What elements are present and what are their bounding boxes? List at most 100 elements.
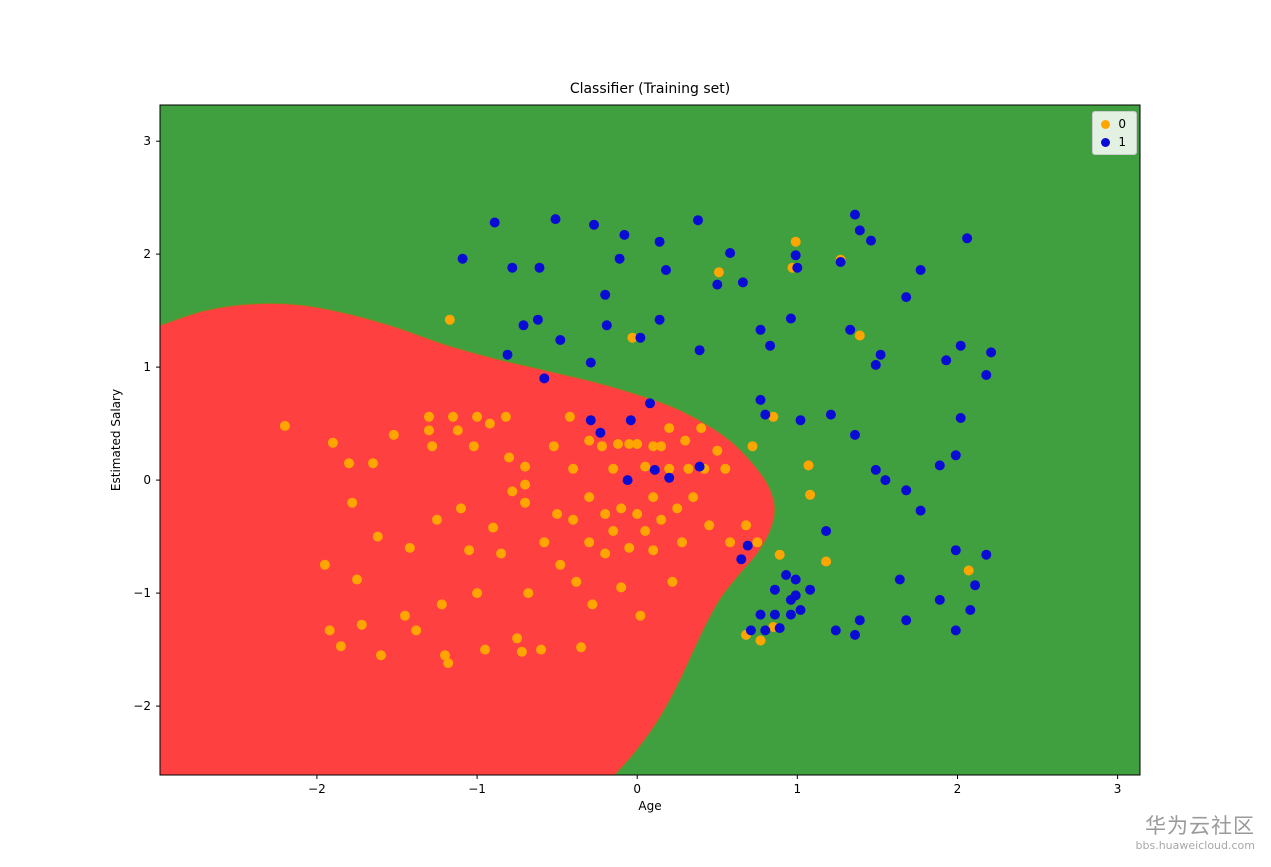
data-point-class1	[934, 594, 945, 605]
data-point-class1	[693, 215, 703, 226]
data-point-class0	[400, 610, 410, 621]
data-point-class1	[870, 359, 881, 370]
data-point-class1	[805, 584, 816, 595]
data-point-class1	[585, 357, 596, 368]
data-point-class0	[464, 545, 475, 556]
data-point-class1	[790, 574, 801, 585]
data-point-class0	[568, 463, 579, 474]
data-point-class0	[632, 509, 643, 519]
data-point-class0	[725, 537, 736, 548]
data-point-class0	[627, 332, 638, 343]
data-point-class0	[664, 463, 675, 474]
data-point-class0	[640, 526, 651, 536]
data-point-class0	[768, 411, 779, 422]
data-point-class0	[600, 548, 611, 559]
data-point-class0	[344, 458, 354, 469]
class1-marker-icon	[1101, 137, 1111, 147]
y-tick-label: −2	[133, 699, 151, 713]
data-point-class0	[480, 644, 491, 655]
data-point-class0	[664, 423, 675, 434]
data-point-class0	[805, 489, 816, 500]
data-point-class1	[825, 409, 836, 420]
data-point-class1	[830, 625, 841, 636]
data-point-class1	[649, 464, 660, 475]
data-point-class0	[335, 641, 346, 652]
x-tick-label: −1	[468, 782, 486, 796]
legend-label-class0: 0	[1118, 117, 1126, 131]
data-point-class0	[584, 492, 595, 503]
data-point-class0	[597, 441, 607, 452]
data-point-class1	[737, 277, 748, 288]
data-point-class1	[654, 236, 665, 247]
data-point-class0	[584, 537, 595, 548]
data-point-class0	[774, 549, 785, 560]
data-point-class0	[424, 411, 434, 422]
watermark: 华为云社区 bbs.huaweicloud.com	[1136, 813, 1255, 853]
data-point-class1	[901, 292, 912, 303]
data-point-class1	[532, 314, 543, 325]
data-point-class1	[585, 415, 596, 426]
x-tick-label: 1	[793, 782, 801, 796]
region-class0-red	[160, 302, 776, 775]
chart-title: Classifier (Training set)	[569, 81, 731, 97]
data-point-class1	[981, 549, 992, 560]
data-point-class1	[821, 526, 832, 536]
data-point-class0	[512, 633, 523, 644]
x-tick-label: 2	[954, 782, 962, 796]
data-point-class0	[720, 463, 731, 474]
data-point-class0	[352, 574, 362, 585]
data-point-class1	[845, 324, 856, 335]
data-point-class0	[821, 556, 832, 567]
data-point-class0	[536, 644, 547, 655]
data-point-class0	[520, 479, 531, 490]
data-point-class0	[677, 537, 687, 548]
data-point-class0	[755, 635, 766, 646]
data-point-class0	[520, 461, 531, 472]
data-point-class1	[962, 233, 973, 244]
data-point-class0	[713, 267, 724, 278]
data-point-class0	[468, 441, 479, 452]
data-point-class1	[694, 345, 705, 356]
data-point-class0	[507, 486, 518, 497]
data-point-class0	[712, 445, 723, 456]
data-point-class1	[635, 332, 646, 343]
data-point-class0	[564, 411, 575, 422]
data-point-class1	[457, 253, 468, 264]
data-point-class1	[850, 429, 860, 440]
data-point-class0	[411, 625, 422, 636]
data-point-class1	[725, 248, 736, 258]
data-point-class0	[327, 437, 338, 448]
data-point-class0	[472, 588, 483, 599]
data-point-class1	[550, 214, 561, 225]
data-point-class0	[854, 330, 865, 341]
data-point-class1	[769, 609, 780, 620]
data-point-class0	[436, 599, 447, 610]
data-point-class0	[656, 514, 667, 525]
data-point-class0	[424, 425, 434, 436]
data-point-class0	[632, 439, 643, 449]
data-point-class0	[523, 588, 534, 599]
data-point-class1	[755, 609, 766, 620]
data-point-class0	[388, 429, 399, 440]
class0-marker-icon	[1101, 119, 1111, 129]
data-point-class0	[552, 509, 563, 519]
x-axis-ticks: −2 −1 0 1 2 3	[308, 775, 1121, 796]
data-point-class1	[854, 225, 865, 236]
y-tick-label: −1	[133, 586, 151, 600]
data-point-class1	[745, 625, 756, 636]
data-point-class0	[372, 531, 383, 542]
data-point-class1	[774, 623, 785, 634]
data-point-class1	[950, 545, 961, 556]
data-point-class1	[901, 485, 912, 496]
data-point-class1	[934, 460, 945, 471]
data-point-class1	[835, 257, 846, 267]
data-point-class1	[654, 314, 665, 325]
data-point-class0	[672, 503, 683, 514]
data-point-class0	[635, 610, 646, 621]
data-point-class0	[600, 509, 611, 519]
watermark-title: 华为云社区	[1145, 814, 1255, 838]
legend-entry-class1: 1	[1101, 135, 1126, 149]
data-point-class0	[452, 425, 463, 436]
